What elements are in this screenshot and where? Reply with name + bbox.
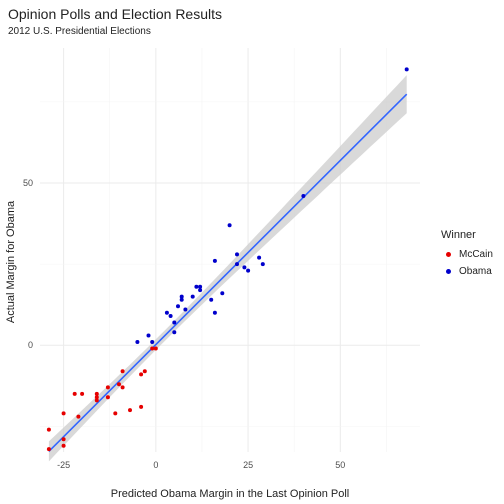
point-obama [212,258,217,263]
point-obama [227,223,232,228]
point-obama [257,255,262,260]
x-tick-label: 25 [243,460,253,470]
legend-key-obama [445,269,451,274]
point-obama [212,310,217,315]
point-mccain [76,414,81,419]
data-points [46,67,409,452]
point-mccain [72,391,77,396]
x-axis-label: Predicted Obama Margin in the Last Opini… [111,488,349,500]
legend: Winner McCain Obama [441,229,493,280]
point-obama [150,340,155,344]
regression-line [48,93,408,452]
confidence-band-area [48,75,407,462]
point-obama [198,288,203,293]
point-obama [235,262,239,267]
point-obama [146,333,151,338]
y-tick-label: 0 [28,340,33,350]
point-mccain [80,391,85,396]
legend-label-obama: Obama [459,266,492,277]
point-obama [194,284,199,289]
point-obama [209,297,214,302]
point-obama [172,330,177,335]
point-mccain [105,395,110,400]
point-obama [135,340,140,344]
point-mccain [139,404,144,409]
point-obama [168,314,173,318]
point-mccain [46,447,51,452]
point-obama [301,194,306,198]
confidence-band [48,75,407,462]
point-mccain [128,408,132,413]
point-obama [242,265,247,270]
point-mccain [139,372,144,377]
point-obama [164,310,169,315]
chart-title: Opinion Polls and Election Results [8,6,223,22]
grid [40,48,420,452]
legend-title: Winner [441,229,476,241]
point-mccain [94,395,99,400]
point-mccain [61,443,66,448]
point-mccain [61,437,66,442]
point-mccain [113,411,118,416]
point-mccain [117,382,121,387]
x-tick-label: 50 [335,460,345,470]
legend-item-mccain: McCain [441,246,493,263]
point-obama [183,307,188,312]
point-mccain [61,411,66,416]
point-obama [172,320,177,325]
y-tick-label: 50 [23,178,33,188]
x-tick-labels: -25 0 25 50 [57,460,345,470]
point-obama [176,304,180,309]
point-obama [179,294,184,299]
point-obama [198,284,203,289]
point-mccain [142,369,147,374]
point-obama [220,291,225,296]
point-mccain [46,427,51,432]
point-mccain [94,398,99,403]
point-mccain [94,391,99,396]
x-tick-label: -25 [57,460,70,470]
y-tick-labels: 0 50 [23,178,33,350]
legend-label-mccain: McCain [459,249,493,260]
point-obama [246,268,251,273]
legend-key-mccain [445,252,451,257]
x-tick-label: 0 [153,460,158,470]
point-mccain [120,369,125,374]
point-obama [235,252,239,257]
point-mccain [150,346,155,351]
point-obama [190,294,195,299]
point-obama [260,262,265,267]
fit-line [48,93,408,452]
point-mccain [120,385,125,390]
chart-subtitle: 2012 U.S. Presidential Elections [8,26,151,37]
point-mccain [153,346,158,351]
point-mccain [105,385,110,390]
legend-item-obama: Obama [441,263,493,280]
point-obama [179,297,184,302]
y-axis-label: Actual Margin for Obama [5,200,17,323]
point-obama [404,67,409,72]
